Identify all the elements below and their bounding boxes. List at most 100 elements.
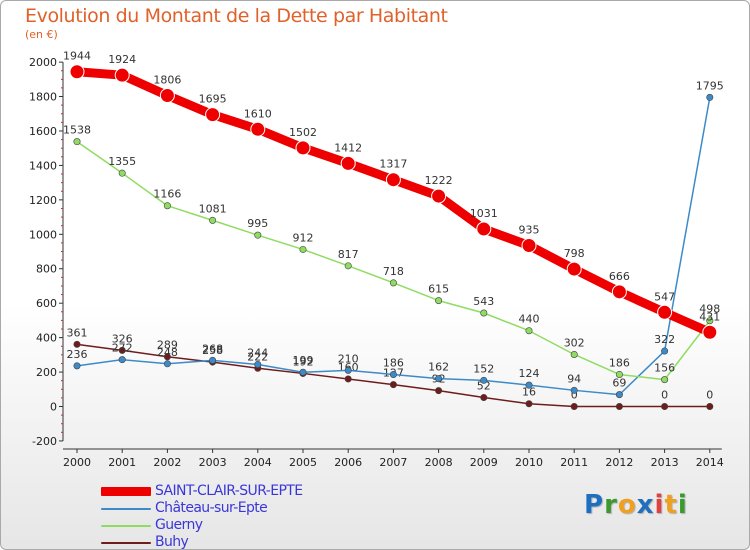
data-label: 1538 <box>63 124 91 137</box>
data-point <box>209 216 217 224</box>
data-label: 817 <box>338 248 359 261</box>
x-tick-label: 2010 <box>515 456 543 469</box>
data-label: 199 <box>293 354 314 367</box>
x-tick-label: 2005 <box>289 456 317 469</box>
data-point <box>431 188 447 204</box>
data-label: 718 <box>383 265 404 278</box>
legend-item: Buhy <box>101 534 303 549</box>
logo-letter: t <box>664 490 678 520</box>
data-point <box>435 387 443 395</box>
data-label: 222 <box>247 350 268 363</box>
legend-item: Guerny <box>101 517 303 534</box>
legend-swatch <box>101 507 151 510</box>
x-tick-label: 2011 <box>560 456 588 469</box>
data-label: 302 <box>564 336 585 349</box>
data-label: 152 <box>473 362 494 375</box>
data-label: 236 <box>67 348 88 361</box>
data-point <box>340 155 356 171</box>
data-point <box>159 88 175 104</box>
legend-label: Château-sur-Epte <box>155 500 268 516</box>
legend-item: SAINT-CLAIR-SUR-EPTE <box>101 483 303 500</box>
data-label: 16 <box>522 386 536 399</box>
data-point <box>118 169 126 177</box>
data-point <box>525 327 533 335</box>
x-tick-label: 2002 <box>153 456 181 469</box>
data-label: 1610 <box>244 107 272 120</box>
data-label: 186 <box>609 356 630 369</box>
data-label: 69 <box>612 377 626 390</box>
data-label: 322 <box>654 333 675 346</box>
data-label: 440 <box>519 313 540 326</box>
data-label: 1317 <box>379 158 407 171</box>
proxiti-logo: Proxiti <box>584 490 688 520</box>
data-label: 498 <box>699 303 720 316</box>
x-tick-label: 2000 <box>63 456 91 469</box>
data-label: 0 <box>661 389 668 402</box>
y-tick-label: 2000 <box>29 56 57 69</box>
data-label: 326 <box>112 332 133 345</box>
y-tick-label: 400 <box>36 332 57 345</box>
data-label: 1031 <box>470 207 498 220</box>
data-point <box>476 221 492 237</box>
data-point <box>570 402 578 410</box>
chart-title: Evolution du Montant de la Dette par Hab… <box>25 5 448 27</box>
data-label: 912 <box>293 231 314 244</box>
legend-swatch <box>101 541 151 544</box>
data-point <box>163 353 171 361</box>
data-point <box>706 317 714 325</box>
legend: SAINT-CLAIR-SUR-EPTE Château-sur-Epte Guer… <box>101 483 303 549</box>
y-tick-label: 1400 <box>29 159 57 172</box>
chart-subtitle: (en €) <box>25 28 58 41</box>
data-label: 615 <box>428 283 449 296</box>
data-point <box>435 297 443 305</box>
data-label: 1795 <box>696 79 724 92</box>
x-tick-label: 2009 <box>470 456 498 469</box>
data-point <box>389 381 397 389</box>
x-tick-label: 2008 <box>425 456 453 469</box>
y-tick-label: 1200 <box>29 194 57 207</box>
data-point <box>163 202 171 210</box>
logo-letter: i <box>677 490 688 520</box>
data-label: 1355 <box>108 155 136 168</box>
logo-letter: i <box>654 490 665 520</box>
data-point <box>114 67 130 83</box>
data-label: 1695 <box>199 93 227 106</box>
data-label: 0 <box>571 389 578 402</box>
data-label: 431 <box>699 310 720 323</box>
logo-letter: x <box>636 490 655 520</box>
data-label: 1944 <box>63 50 91 63</box>
data-point <box>706 402 714 410</box>
data-point <box>480 376 488 384</box>
y-tick-label: 800 <box>36 263 57 276</box>
data-label: 995 <box>247 217 268 230</box>
logo-letter: r <box>604 490 618 520</box>
data-point <box>73 362 81 370</box>
data-label: 0 <box>706 389 713 402</box>
data-label: 798 <box>564 247 585 260</box>
x-tick-label: 2006 <box>334 456 362 469</box>
data-label: 361 <box>67 326 88 339</box>
y-tick-label: 200 <box>36 366 57 379</box>
data-label: 666 <box>609 270 630 283</box>
data-point <box>435 375 443 383</box>
data-point <box>525 400 533 408</box>
data-point <box>702 324 718 340</box>
data-point <box>661 376 669 384</box>
data-point <box>661 347 669 355</box>
x-tick-label: 2012 <box>605 456 633 469</box>
data-point <box>521 237 537 253</box>
data-point <box>254 231 262 239</box>
data-point <box>480 394 488 402</box>
legend-label: Guerny <box>155 517 203 533</box>
data-label: 1166 <box>153 188 181 201</box>
data-label: 248 <box>157 346 178 359</box>
data-point <box>661 402 669 410</box>
data-point <box>706 93 714 101</box>
data-label: 272 <box>112 342 133 355</box>
legend-swatch <box>101 524 151 527</box>
data-label: 244 <box>247 346 268 359</box>
data-label: 1502 <box>289 126 317 139</box>
data-label: 289 <box>157 339 178 352</box>
x-tick-label: 2001 <box>108 456 136 469</box>
